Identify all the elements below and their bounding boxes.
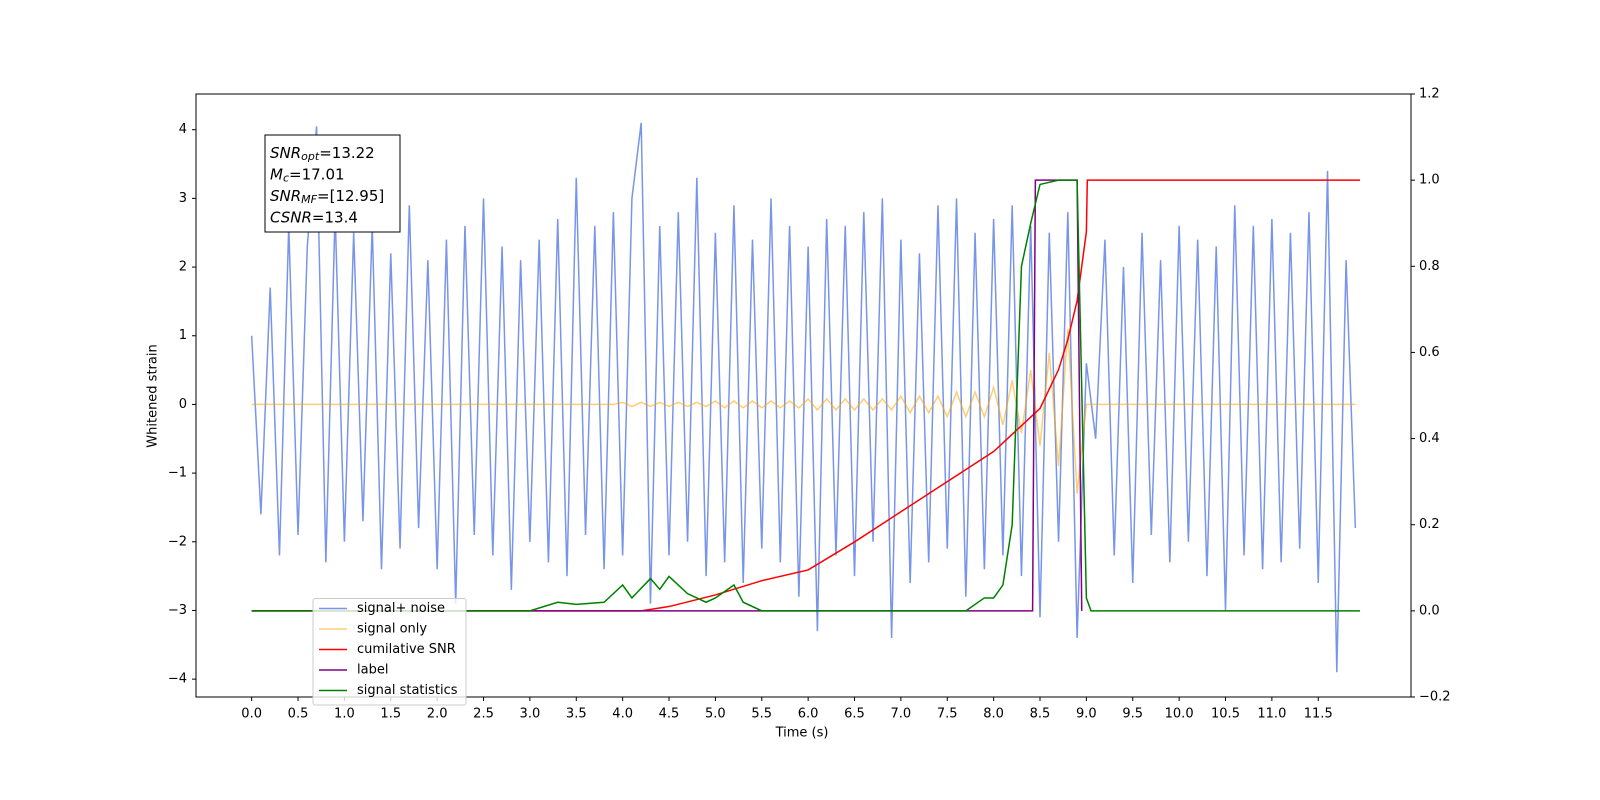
y-tick-label: 2 xyxy=(179,260,187,275)
annotation-rest: =13.22 xyxy=(319,144,375,162)
annotation-rest: =[12.95] xyxy=(317,187,384,205)
annotation-text: SNRopt=13.22 xyxy=(270,144,375,164)
y2-tick-label: 1.2 xyxy=(1419,87,1440,102)
x-tick-label: 5.5 xyxy=(751,707,772,722)
x-tick-label: 8.0 xyxy=(983,707,1004,722)
y-tick-label: 0 xyxy=(179,397,187,412)
x-tick-label: 4.0 xyxy=(612,707,633,722)
x-tick-label: 9.0 xyxy=(1076,707,1097,722)
x-tick-label: 6.5 xyxy=(844,707,865,722)
x-axis-label: Time (s) xyxy=(775,726,829,741)
x-tick-label: 2.5 xyxy=(473,707,494,722)
series-line xyxy=(251,328,1356,494)
legend: signal+ noise signal only cumilative SNR la… xyxy=(312,598,467,706)
legend-label: signal+ noise xyxy=(357,601,445,616)
plot-frame xyxy=(195,93,1412,698)
y2-tick-label: 1.0 xyxy=(1419,173,1440,188)
annotation-text: CSNR=13.4 xyxy=(270,208,358,226)
y2-tick-label: 0.0 xyxy=(1419,603,1440,618)
x-tick-label: 7.0 xyxy=(891,707,912,722)
annotation-sub: MF xyxy=(301,193,317,206)
legend-frame xyxy=(312,598,467,706)
legend-label: signal statistics xyxy=(357,683,458,698)
y-tick-label: 1 xyxy=(179,328,187,343)
series-line xyxy=(250,122,1357,673)
y-tick-label: −4 xyxy=(168,672,187,687)
y2-tick-label: 0.6 xyxy=(1419,345,1440,360)
y-tick-label: −1 xyxy=(168,466,187,481)
y-tick-label: −2 xyxy=(168,534,187,549)
series-line xyxy=(251,179,1360,612)
annotation-box: SNRopt=13.22Mc=17.01SNRMF=[12.95]CSNR=13… xyxy=(264,134,401,233)
y2-tick-label: 0.4 xyxy=(1419,431,1440,446)
y-axis-label: Whitened strain xyxy=(146,344,161,447)
x-tick-label: 3.0 xyxy=(520,707,541,722)
series-line xyxy=(251,179,1360,612)
y-tick-label: 4 xyxy=(179,122,187,137)
x-tick-label: 8.5 xyxy=(1030,707,1051,722)
annotation-sub: c xyxy=(283,172,289,185)
y2-tick-label: 0.8 xyxy=(1419,259,1440,274)
legend-label: label xyxy=(357,663,388,678)
x-tick-label: 1.0 xyxy=(334,707,355,722)
legend-label: signal only xyxy=(357,622,427,637)
x-tick-label: 11.0 xyxy=(1257,707,1286,722)
x-tick-label: 11.5 xyxy=(1304,707,1333,722)
annotation-rest: =17.01 xyxy=(289,165,345,183)
annotation-text: Mc=17.01 xyxy=(270,165,345,185)
annotation-frame xyxy=(264,134,401,233)
annotation-text: SNRMF=[12.95] xyxy=(270,187,384,207)
legend-label: cumilative SNR xyxy=(357,642,456,657)
y2-tick-label: −0.2 xyxy=(1419,690,1451,705)
x-tick-label: 10.5 xyxy=(1211,707,1240,722)
x-tick-label: 5.0 xyxy=(705,707,726,722)
x-tick-label: 7.5 xyxy=(937,707,958,722)
x-tick-label: 6.0 xyxy=(798,707,819,722)
x-tick-label: 1.5 xyxy=(380,707,401,722)
x-tick-label: 4.5 xyxy=(659,707,680,722)
x-tick-label: 3.5 xyxy=(566,707,587,722)
annotation-main: SNR xyxy=(270,144,301,162)
y-tick-label: 3 xyxy=(179,191,187,206)
annotation-rest: =13.4 xyxy=(312,208,358,226)
x-tick-label: 2.0 xyxy=(427,707,448,722)
x-tick-label: 0.0 xyxy=(241,707,262,722)
x-tick-label: 0.5 xyxy=(288,707,309,722)
x-tick-label: 9.5 xyxy=(1122,707,1143,722)
annotation-main: CSNR xyxy=(270,208,312,226)
annotation-main: SNR xyxy=(270,187,301,205)
y2-tick-label: 0.2 xyxy=(1419,517,1440,532)
annotation-main: M xyxy=(270,165,283,183)
x-tick-label: 10.0 xyxy=(1165,707,1194,722)
y-tick-label: −3 xyxy=(168,603,187,618)
annotation-sub: opt xyxy=(301,150,320,163)
